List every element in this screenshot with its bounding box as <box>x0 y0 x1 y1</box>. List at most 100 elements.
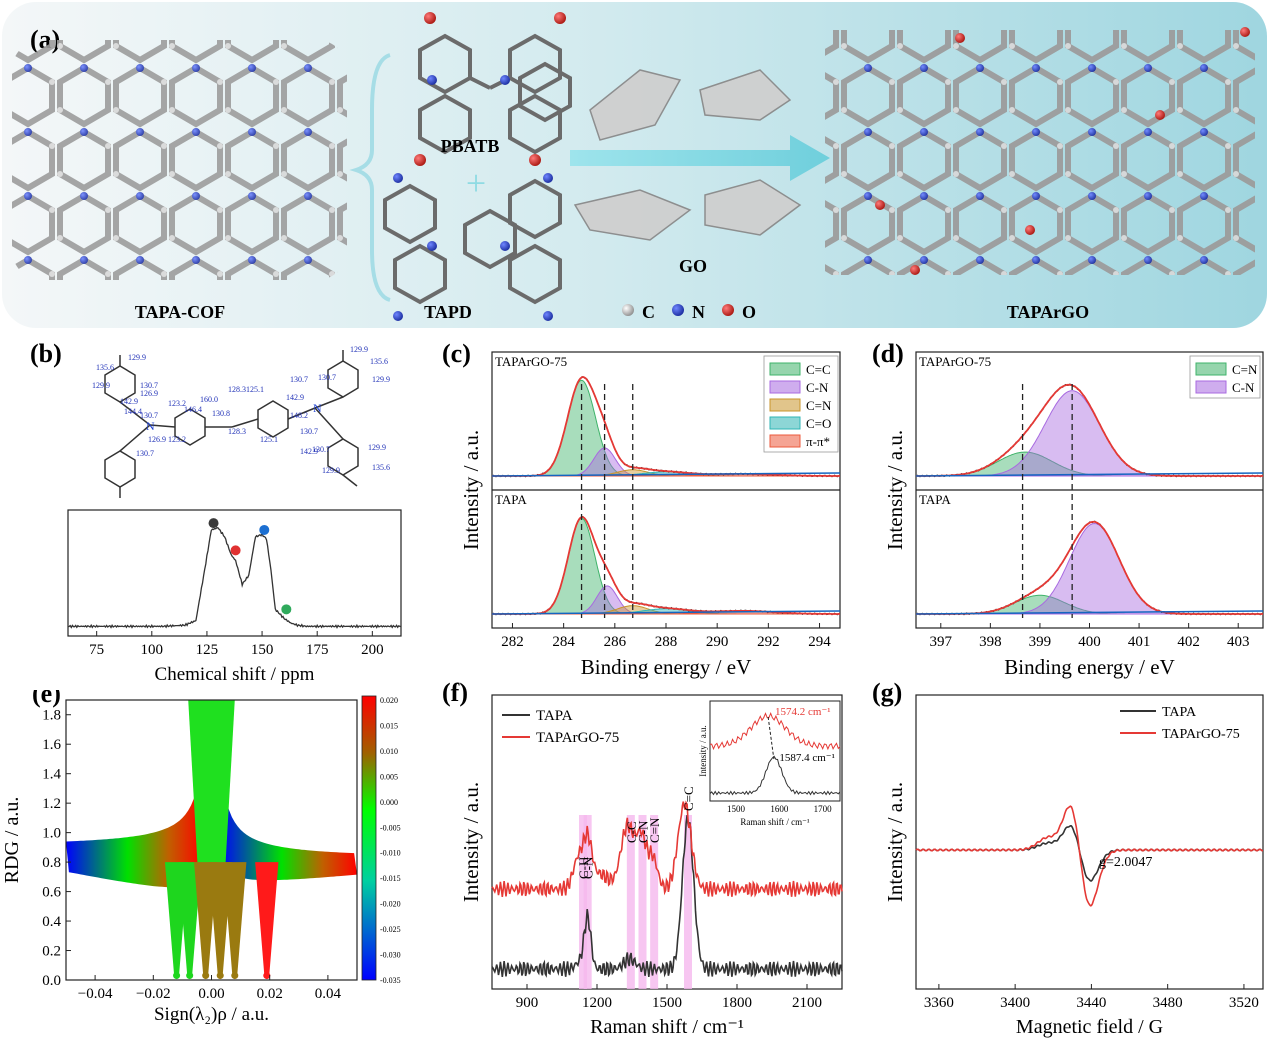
g-value-annotation: g=2.0047 <box>1099 855 1152 870</box>
peak-marker <box>281 604 292 615</box>
x-tick-label: 282 <box>501 634 524 650</box>
nmr-shift-label: 135.6 <box>370 357 388 366</box>
panel-c-xps-c1s: (c) 282 284 286 288 290 292 294 TAPArGO-75 TAPA C… <box>442 339 841 679</box>
x-tick-label: 290 <box>706 634 729 650</box>
nitrogen-letter: N <box>146 419 155 433</box>
x-tick-label: 0.04 <box>315 986 342 1002</box>
x-tick-label: 3440 <box>1076 995 1106 1011</box>
colorbar-tick-label: 0.000 <box>380 798 398 807</box>
panel-g-epr: (g) 3360 3400 3440 3480 3520 TAPA TAPArGO-75 g=… <box>872 678 1264 1038</box>
rdg-spike-point <box>202 972 210 980</box>
scheme-banner: (a) TAPA-COF PBATB + TAPD <box>2 2 1267 328</box>
nmr-shift-label: 130.7 <box>140 381 158 390</box>
band-label: C-N <box>581 856 596 879</box>
x-tick-label: 398 <box>979 634 1002 650</box>
rdg-spike <box>178 862 202 978</box>
colorbar-tick-label: 0.010 <box>380 747 398 756</box>
x-tick-label: 400 <box>1078 634 1101 650</box>
x-tick-label: 1500 <box>652 995 682 1011</box>
legend-entry: C=N <box>806 398 832 413</box>
legend-entry: C-N <box>806 380 829 395</box>
rdg-spike-point <box>173 972 181 980</box>
nmr-shift-label: 135.6 <box>372 463 390 472</box>
x-tick-label: 200 <box>361 642 384 658</box>
atom-legend-o: O <box>742 302 756 322</box>
band-highlight <box>650 815 659 989</box>
y-tick-label: 0.4 <box>42 914 61 930</box>
label-tapd: TAPD <box>424 302 472 322</box>
y-axis-title: RDG / a.u. <box>1 797 23 884</box>
legend-swatch <box>769 380 801 394</box>
panel-letter-c: (c) <box>442 339 471 368</box>
inset-shift-guide <box>767 716 775 760</box>
inset-x-title: Raman shift / cm⁻¹ <box>740 817 809 827</box>
baseline-line <box>491 472 841 477</box>
panel-letter-e: (e) <box>32 690 61 708</box>
x-tick-label: 150 <box>251 642 274 658</box>
nmr-shift-label: 128.3 <box>228 427 246 436</box>
subplot-label: TAPArGO-75 <box>919 354 991 369</box>
nitrogen-ball-icon <box>672 304 684 316</box>
x-axis-title: Binding energy / eV <box>1004 655 1175 679</box>
panel-letter-f: (f) <box>442 678 468 707</box>
inset-line <box>709 711 841 751</box>
panel-letter-d: (d) <box>872 339 904 368</box>
nmr-molecule-sketch <box>104 350 359 498</box>
bracket <box>349 53 391 302</box>
colorbar-tick-label: -0.015 <box>380 874 401 883</box>
x-axis-title: Magnetic field / G <box>1016 1016 1163 1038</box>
fit-envelope-line <box>492 376 840 477</box>
colorbar-tick-label: -0.005 <box>380 823 401 832</box>
x-tick-label: 2100 <box>792 995 822 1011</box>
rdg-center-fan <box>188 700 235 907</box>
nmr-shift-label: 129.9 <box>92 381 110 390</box>
x-tick-label: 292 <box>757 634 780 650</box>
band-label: C-H <box>576 857 591 879</box>
y-tick-label: 0.2 <box>42 944 61 960</box>
atom-legend-n: N <box>692 302 705 322</box>
x-tick-label: 75 <box>89 642 104 658</box>
colorbar-tick-label: -0.020 <box>380 900 401 909</box>
y-tick-label: 1.4 <box>42 767 61 783</box>
legend-swatch <box>769 398 801 412</box>
band-highlight <box>638 815 647 989</box>
y-axis-title: Intensity / a.u. <box>883 430 907 550</box>
chart-c: 282 284 286 288 290 292 294 TAPArGO-75 TAPA C=C C-… <box>459 351 841 679</box>
x-tick-label: 284 <box>552 634 575 650</box>
colorbar-tick-label: 0.015 <box>380 721 398 730</box>
x-tick-label: 3400 <box>1000 995 1030 1011</box>
tapd-molecule <box>383 173 562 321</box>
nmr-shift-label: 130.7 <box>140 411 158 420</box>
rdg-spike-point <box>263 972 271 980</box>
x-tick-label: 294 <box>808 634 831 650</box>
nmr-shift-label: 130.7 <box>300 427 318 436</box>
rdg-right-wing <box>220 760 357 881</box>
nmr-shift-label: 130.7 <box>318 373 336 382</box>
nmr-shift-label: 123.2 <box>168 435 186 444</box>
nmr-shift-label: 129.9 <box>322 466 340 475</box>
rdg-spike <box>223 862 247 978</box>
nmr-shift-label: 126.9 <box>148 435 166 444</box>
nmr-shift-label: 146.4 <box>184 405 202 414</box>
panel-letter-g: (g) <box>872 678 902 707</box>
chart-e: −0.04 −0.02 0.00 0.02 0.04 0.0 0.2 0.4 0.6 0.8 1.0… <box>1 695 401 1025</box>
label-pbatb: PBATB <box>441 136 500 156</box>
y-tick-label: 0.0 <box>42 973 61 989</box>
baseline-line <box>491 610 841 615</box>
inset-tick-label: 1600 <box>770 804 789 814</box>
nmr-shift-label: 129.9 <box>368 443 386 452</box>
x-tick-label: 403 <box>1227 634 1250 650</box>
rdg-spike-point <box>231 972 239 980</box>
legend-entry: π-π* <box>806 434 830 449</box>
x-tick-label: −0.02 <box>136 986 171 1002</box>
panel-letter-b: (b) <box>30 339 62 368</box>
panel-f-raman: (f) 900 1200 1500 1800 2100C-HC-NC-CC-NC=NC=… <box>442 678 843 1038</box>
legend-swatch <box>769 416 801 430</box>
nmr-shift-label: 142.9 <box>120 397 138 406</box>
nmr-shift-label: 125.1 <box>260 435 278 444</box>
peak-marker <box>230 545 241 556</box>
x-tick-label: 399 <box>1029 634 1052 650</box>
rdg-spike-point <box>216 972 224 980</box>
